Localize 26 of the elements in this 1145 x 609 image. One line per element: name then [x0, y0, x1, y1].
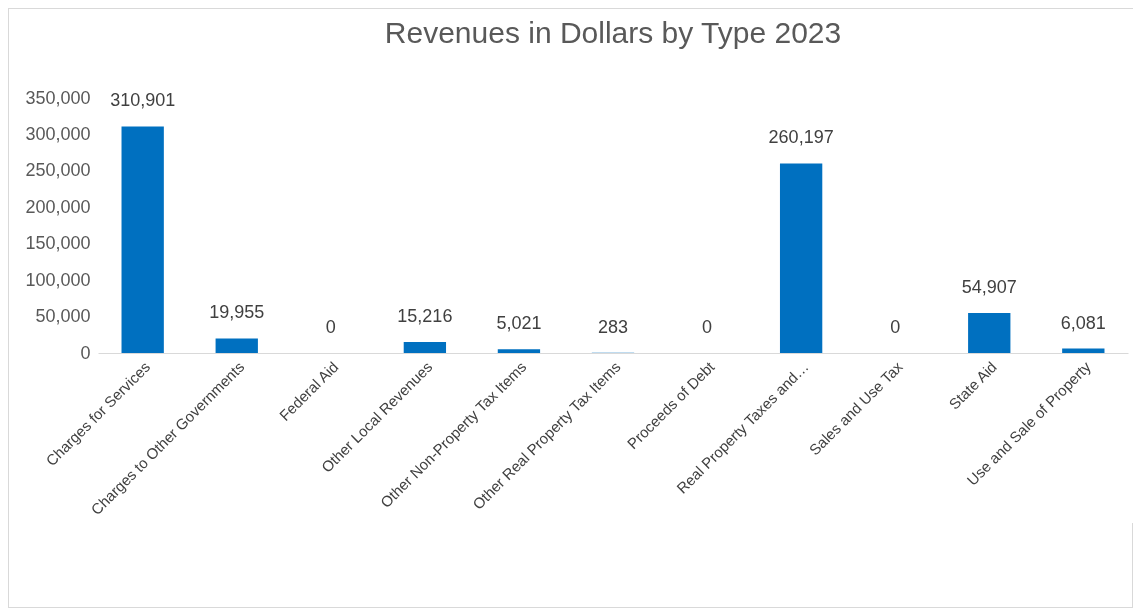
- data-label: 0: [325, 317, 336, 337]
- data-label: 54,907: [961, 277, 1017, 297]
- data-label: 19,955: [209, 302, 265, 323]
- y-tick-label: 0: [80, 342, 91, 363]
- data-label: 5,021: [496, 313, 542, 334]
- data-label: 260,197: [768, 127, 834, 148]
- data-label: 15,216: [397, 305, 453, 326]
- data-label: 283: [597, 316, 629, 337]
- bar: [497, 349, 541, 353]
- bar: [779, 163, 823, 353]
- y-tick-label: 50,000: [35, 306, 91, 327]
- chart-title: Revenues in Dollars by Type 2023: [384, 16, 842, 49]
- y-tick-label: 200,000: [25, 196, 91, 217]
- bar: [403, 341, 447, 353]
- y-tick-label: 250,000: [25, 160, 91, 181]
- data-label: 6,081: [1060, 312, 1106, 333]
- data-label: 0: [890, 317, 901, 337]
- y-tick-label: 100,000: [25, 269, 91, 290]
- bar: [968, 313, 1011, 353]
- data-label: 0: [702, 317, 713, 337]
- y-tick-label: 150,000: [25, 233, 91, 254]
- bar: [121, 126, 164, 353]
- data-label: 310,901: [110, 90, 176, 111]
- y-tick-label: 350,000: [25, 87, 91, 108]
- bar: [215, 338, 258, 353]
- y-tick-label: 300,000: [25, 123, 91, 144]
